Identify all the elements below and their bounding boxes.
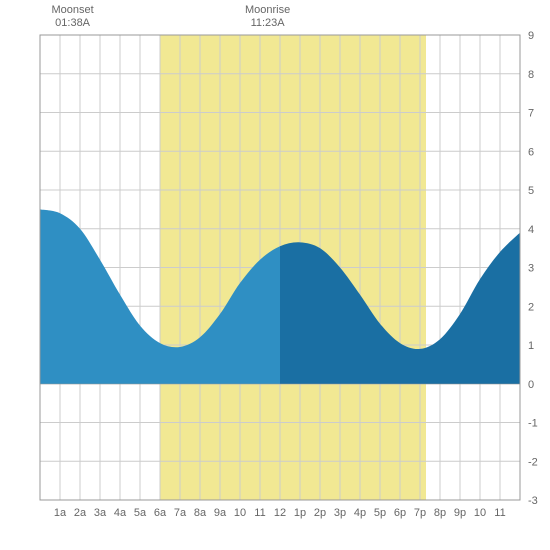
svg-text:2p: 2p [314,507,326,519]
svg-text:Moonrise: Moonrise [245,4,290,16]
svg-text:2a: 2a [74,507,87,519]
svg-text:4a: 4a [114,507,127,519]
svg-text:01:38A: 01:38A [55,17,91,29]
svg-text:2: 2 [528,301,534,313]
svg-text:1: 1 [528,340,534,352]
svg-text:7p: 7p [414,507,426,519]
svg-text:7a: 7a [174,507,187,519]
svg-text:8: 8 [528,69,534,81]
svg-text:1a: 1a [54,507,67,519]
svg-text:5: 5 [528,185,534,197]
svg-text:10: 10 [234,507,246,519]
svg-text:10: 10 [474,507,486,519]
chart-svg: -3-2-101234567891a2a3a4a5a6a7a8a9a101112… [0,0,550,550]
svg-text:0: 0 [528,379,534,391]
svg-text:9p: 9p [454,507,466,519]
svg-text:11: 11 [254,507,265,519]
svg-text:3a: 3a [94,507,107,519]
svg-text:4p: 4p [354,507,366,519]
svg-text:7: 7 [528,108,534,120]
svg-text:8p: 8p [434,507,446,519]
svg-text:12: 12 [274,507,286,519]
svg-text:5a: 5a [134,507,147,519]
svg-text:11:23A: 11:23A [251,17,286,29]
svg-text:5p: 5p [374,507,386,519]
svg-text:Moonset: Moonset [51,4,93,16]
svg-text:9a: 9a [214,507,227,519]
svg-text:4: 4 [528,224,534,236]
svg-text:8a: 8a [194,507,207,519]
svg-text:6: 6 [528,146,534,158]
svg-text:3p: 3p [334,507,346,519]
svg-text:11: 11 [494,507,505,519]
svg-text:-1: -1 [528,418,538,430]
svg-text:-3: -3 [528,495,538,507]
svg-text:1p: 1p [294,507,306,519]
svg-text:9: 9 [528,30,534,42]
tide-chart: -3-2-101234567891a2a3a4a5a6a7a8a9a101112… [0,0,550,550]
svg-text:6a: 6a [154,507,167,519]
svg-text:-2: -2 [528,456,538,468]
svg-text:6p: 6p [394,507,406,519]
svg-text:3: 3 [528,263,534,275]
